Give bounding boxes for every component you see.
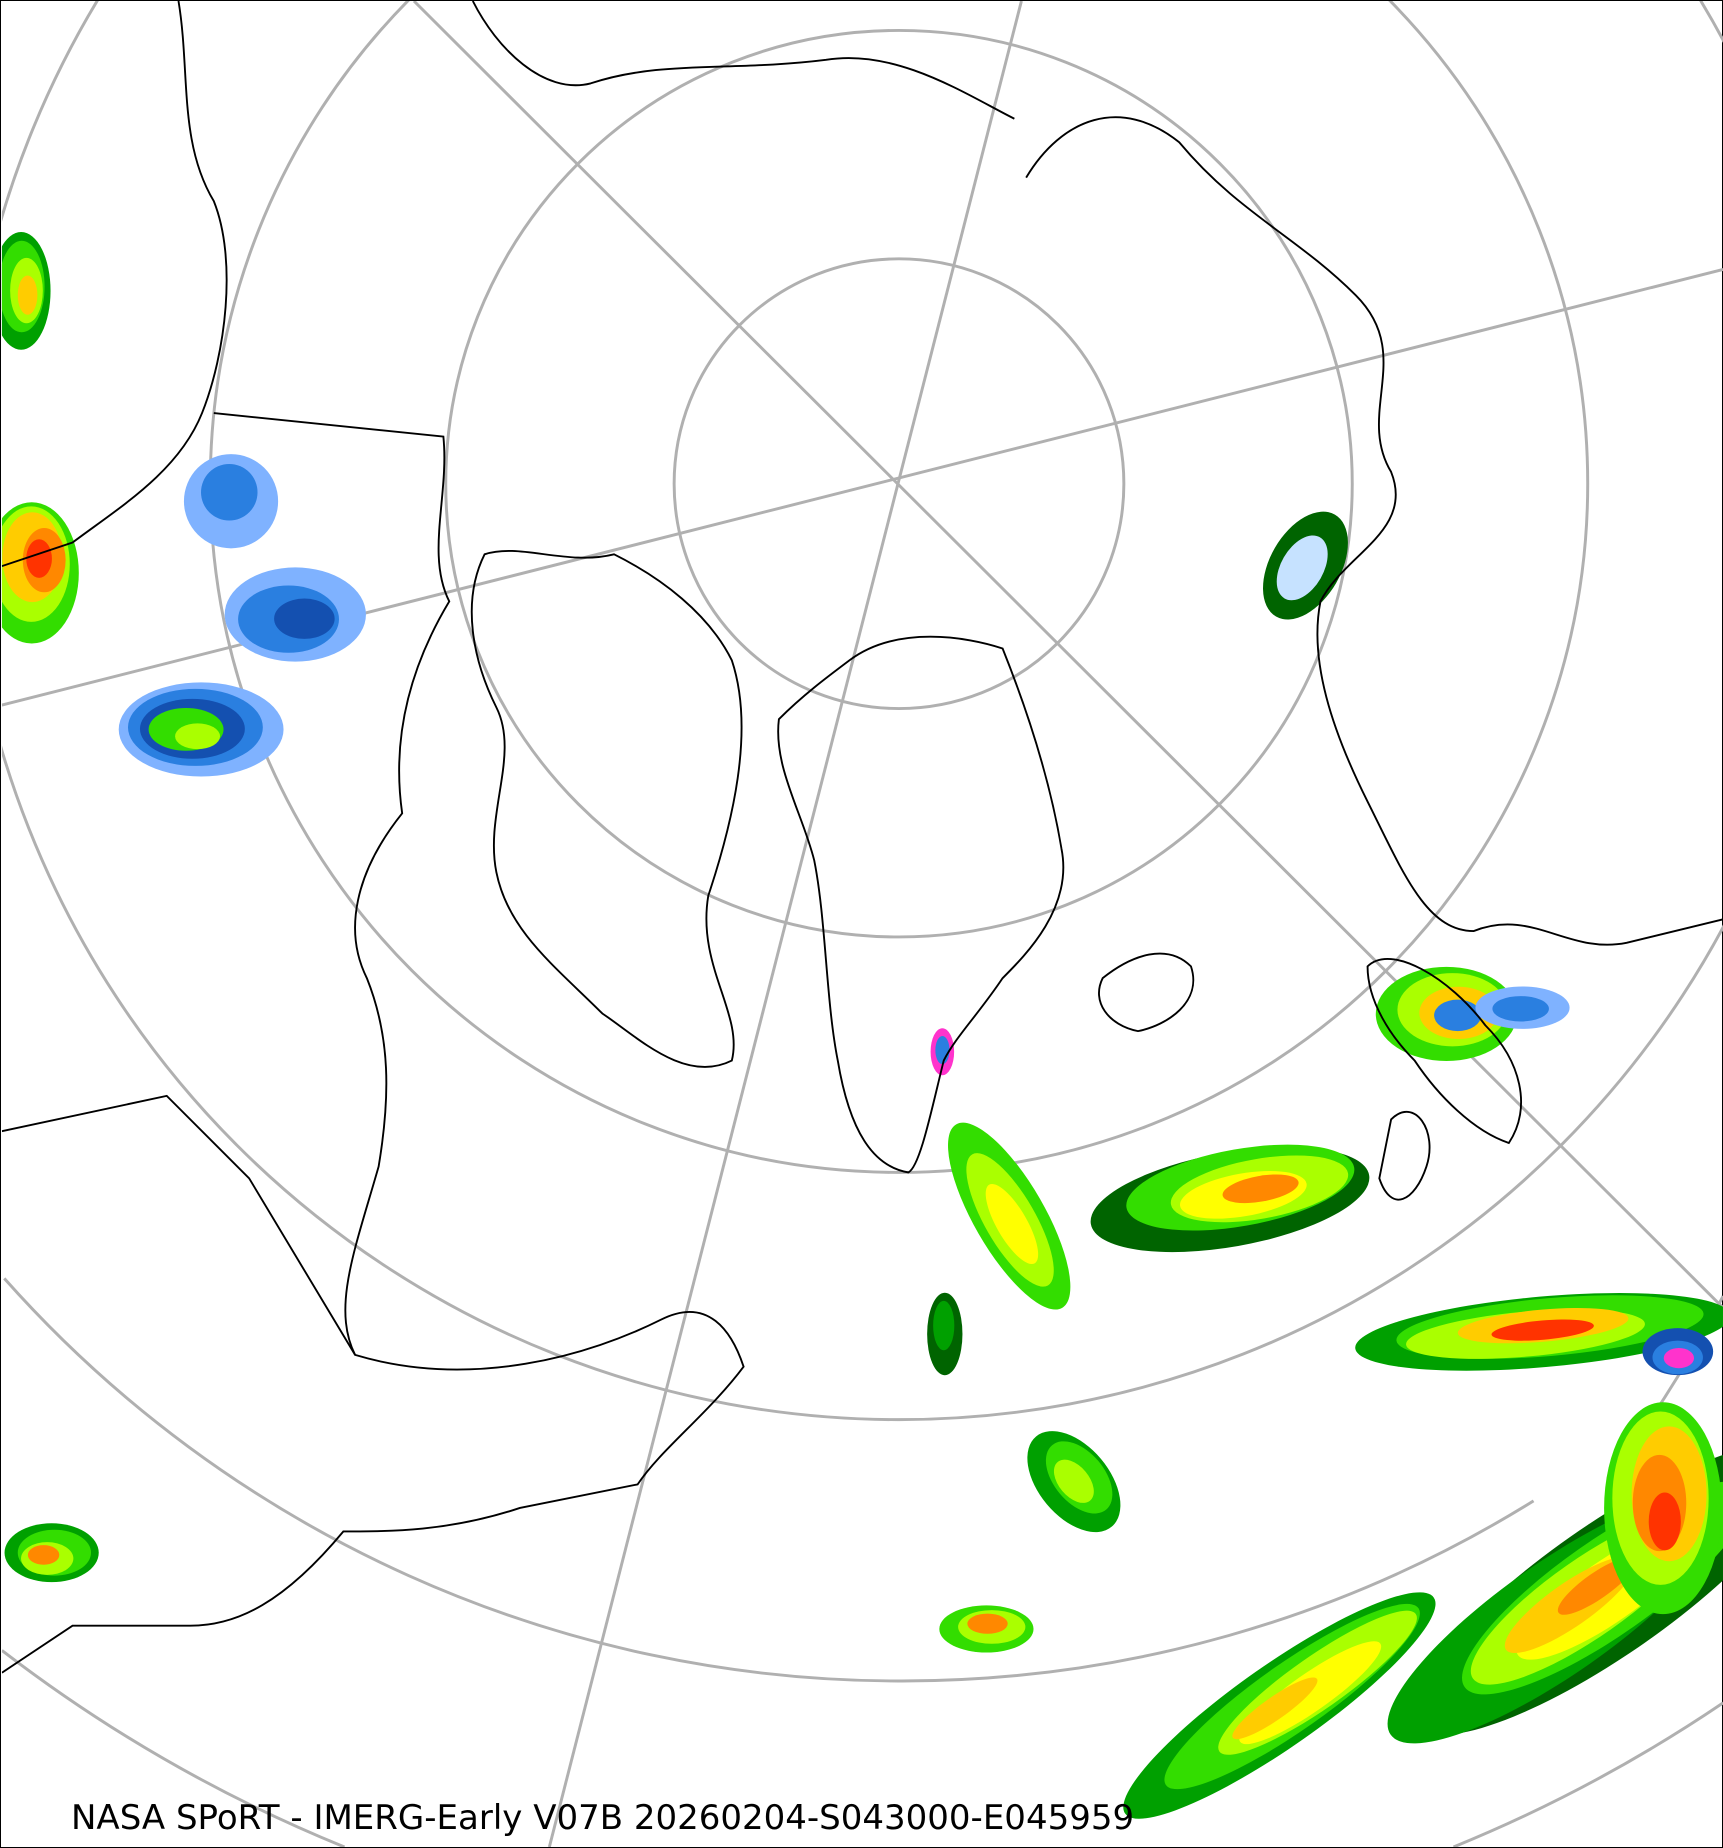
scandinavia-outline bbox=[1366, 957, 1522, 1145]
precip-cell bbox=[1276, 535, 1328, 601]
precip-area bbox=[1263, 511, 1348, 620]
precip-area bbox=[224, 567, 366, 662]
precip-area bbox=[948, 1122, 1071, 1310]
british-isles-outline bbox=[1378, 1111, 1431, 1201]
precipitation-layer bbox=[1, 232, 1723, 1819]
precip-area bbox=[1642, 1328, 1714, 1376]
precip-area bbox=[1375, 966, 1518, 1062]
meridian-line bbox=[412, 1, 1723, 1309]
precip-cell bbox=[1434, 999, 1482, 1032]
precip-cell bbox=[1663, 1348, 1695, 1369]
precip-area bbox=[118, 682, 284, 777]
iceland-outline bbox=[1098, 952, 1194, 1033]
precip-area bbox=[1090, 1144, 1370, 1253]
eurasia-coast bbox=[1025, 116, 1723, 946]
latitude-circle-70 bbox=[444, 28, 1354, 939]
precip-cell bbox=[1232, 1677, 1318, 1740]
precip-area bbox=[1604, 1402, 1722, 1615]
precip-area bbox=[927, 1292, 963, 1376]
precip-area bbox=[183, 454, 279, 549]
precip-area bbox=[4, 1523, 99, 1583]
precip-cell bbox=[1648, 1492, 1681, 1551]
siberia-coast bbox=[471, 1, 1015, 120]
precip-cell bbox=[1053, 1459, 1094, 1503]
latitude-circle-80 bbox=[672, 257, 1126, 711]
precip-area bbox=[1355, 1293, 1723, 1371]
precip-area bbox=[1027, 1431, 1121, 1533]
precip-cell bbox=[201, 464, 258, 521]
precip-cell bbox=[26, 539, 52, 578]
meridian-line bbox=[547, 1, 1023, 1847]
precip-area bbox=[1, 502, 79, 644]
alaska-coast bbox=[1, 1, 228, 567]
us-canada-border bbox=[1, 1094, 356, 1356]
precip-cell bbox=[935, 1035, 950, 1065]
precip-cell bbox=[17, 275, 38, 315]
precip-area bbox=[1, 232, 51, 350]
precip-cell bbox=[1491, 1319, 1594, 1341]
latitude-circle-50 bbox=[1, 1, 1723, 1421]
precip-area bbox=[939, 1605, 1034, 1653]
precip-cell bbox=[967, 1613, 1008, 1634]
greenland-outline bbox=[777, 635, 1065, 1174]
map-caption: NASA SPoRT - IMERG-Early V07B 20260204-S… bbox=[71, 1798, 1135, 1838]
coastlines bbox=[1, 1, 1723, 1674]
precip-cell bbox=[27, 1545, 60, 1565]
precip-cell bbox=[274, 598, 335, 639]
precip-cell bbox=[1222, 1174, 1299, 1204]
precip-cell bbox=[933, 1300, 955, 1351]
precip-cell bbox=[985, 1183, 1039, 1265]
precip-cell bbox=[175, 723, 221, 750]
latitude-circle-30 bbox=[1, 1649, 1723, 1847]
canada-arctic-archipelago bbox=[470, 550, 743, 1068]
precip-area bbox=[1475, 986, 1570, 1029]
precip-area bbox=[1123, 1592, 1436, 1819]
north-america-outline bbox=[1, 412, 745, 1674]
precip-cell bbox=[1492, 996, 1549, 1022]
